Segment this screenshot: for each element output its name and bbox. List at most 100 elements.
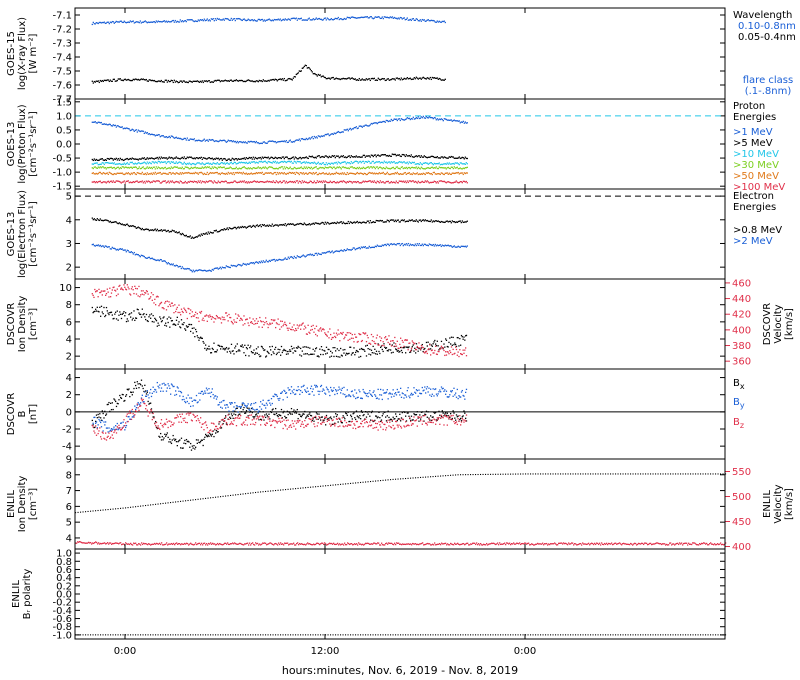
- data-point: [365, 345, 367, 347]
- data-point: [158, 156, 160, 158]
- data-point: [152, 294, 154, 296]
- data-point: [311, 328, 313, 331]
- data-point: [259, 142, 261, 145]
- data-point: [300, 223, 302, 225]
- data-point: [362, 160, 364, 162]
- data-point: [239, 79, 241, 82]
- data-point: [434, 243, 436, 246]
- data-point: [221, 228, 223, 231]
- data-point: [410, 219, 412, 221]
- data-point: [333, 78, 335, 80]
- data-point: [421, 219, 423, 222]
- data-point: [285, 353, 288, 355]
- data-point: [421, 343, 423, 346]
- data-point: [320, 76, 322, 78]
- data-point: [156, 162, 158, 164]
- data-point: [462, 221, 464, 224]
- data-point: [145, 167, 147, 169]
- data-point: [272, 160, 274, 163]
- data-point: [171, 135, 173, 138]
- data-point: [444, 354, 446, 357]
- data-point: [205, 180, 207, 182]
- data-point: [368, 245, 370, 248]
- data-point: [128, 181, 130, 184]
- data-point: [114, 21, 116, 24]
- data-point: [454, 221, 456, 224]
- data-point: [454, 352, 456, 355]
- data-point: [372, 122, 374, 125]
- data-point: [288, 327, 290, 329]
- series--1-mev: [91, 115, 468, 145]
- data-point: [440, 156, 442, 158]
- data-point: [446, 351, 448, 353]
- data-point: [458, 181, 460, 184]
- data-point: [130, 391, 132, 393]
- data-point: [128, 173, 130, 175]
- data-point: [371, 167, 373, 169]
- data-point: [212, 430, 214, 432]
- data-point: [93, 162, 95, 165]
- data-point: [446, 157, 448, 159]
- data-point: [103, 79, 105, 81]
- data-point: [253, 158, 255, 160]
- panel-frame: [74, 7, 726, 100]
- y-tick-label: -7.2: [52, 25, 72, 36]
- data-point: [290, 168, 292, 170]
- data-point: [348, 180, 350, 183]
- data-point: [337, 167, 339, 169]
- data-point: [459, 337, 461, 340]
- data-point: [119, 167, 121, 169]
- data-point: [380, 339, 382, 342]
- data-point: [314, 172, 316, 174]
- data-point: [267, 141, 269, 143]
- data-point: [404, 221, 406, 223]
- data-point: [300, 166, 302, 168]
- data-point: [98, 219, 100, 222]
- data-point: [373, 166, 375, 168]
- data-point: [111, 402, 113, 404]
- data-point: [459, 167, 461, 169]
- data-point: [119, 394, 121, 397]
- data-point: [181, 166, 183, 168]
- data-point: [183, 172, 185, 174]
- data-point: [114, 173, 116, 175]
- data-point: [245, 157, 247, 159]
- data-point: [337, 78, 339, 80]
- data-point: [243, 226, 245, 228]
- data-point: [297, 167, 299, 169]
- data-point: [217, 140, 219, 143]
- data-point: [422, 350, 424, 353]
- data-point: [419, 219, 421, 221]
- data-point: [150, 229, 152, 231]
- data-point: [205, 158, 207, 160]
- data-point: [137, 162, 139, 164]
- data-point: [440, 345, 443, 347]
- data-point: [121, 288, 123, 290]
- data-point: [173, 157, 175, 159]
- data-point: [217, 163, 219, 165]
- data-point: [145, 393, 148, 395]
- data-point: [196, 157, 198, 159]
- data-point: [245, 19, 247, 22]
- data-point: [285, 161, 287, 164]
- data-point: [185, 268, 187, 270]
- data-point: [275, 353, 278, 356]
- data-point: [432, 155, 434, 158]
- data-point: [211, 138, 213, 141]
- data-point: [383, 345, 385, 347]
- data-point: [237, 226, 239, 228]
- data-point: [299, 324, 301, 326]
- data-point: [402, 180, 404, 182]
- data-point: [328, 223, 330, 225]
- data-point: [221, 180, 223, 183]
- data-point: [308, 331, 310, 333]
- data-point: [378, 220, 380, 222]
- data-point: [185, 81, 187, 83]
- data-point: [302, 161, 304, 164]
- y-axis-label: log(Electron Flux): [17, 190, 28, 278]
- data-point: [176, 157, 178, 159]
- data-point: [429, 20, 431, 22]
- data-point: [287, 181, 289, 184]
- data-point: [287, 353, 289, 355]
- data-point: [108, 158, 110, 160]
